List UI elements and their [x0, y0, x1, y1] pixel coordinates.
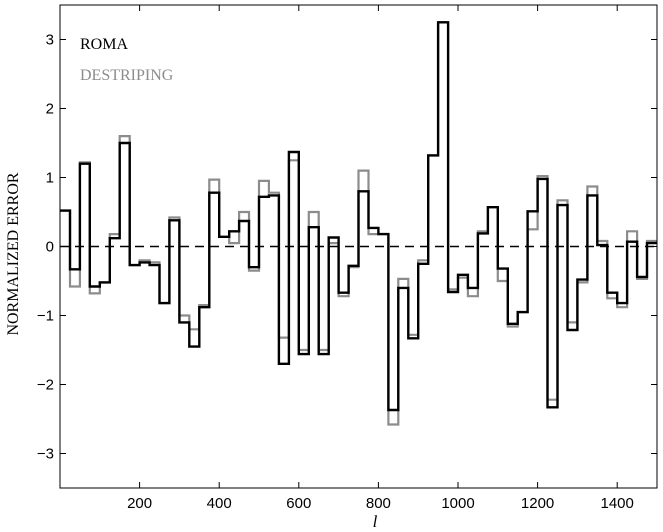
x-tick-label: 800	[366, 495, 391, 512]
y-tick-label: −2	[37, 377, 54, 394]
y-tick-label: 3	[46, 32, 54, 49]
x-tick-label: 400	[207, 495, 232, 512]
y-tick-label: 2	[46, 101, 54, 118]
ticks-layer: 200 400 600 800 1000 1200 1400 −3 −2 −1 0 1 2 3	[37, 5, 657, 512]
x-axis-label: l	[373, 512, 378, 531]
legend-label-destriping: DESTRIPING	[80, 67, 174, 84]
series-line-roma	[60, 21, 657, 412]
legend-label-roma: ROMA	[80, 36, 128, 53]
series-layer	[60, 21, 657, 426]
x-tick-label: 1200	[521, 495, 554, 512]
x-tick-label: 600	[286, 495, 311, 512]
y-tick-label: −1	[37, 308, 54, 325]
y-tick-label: 1	[46, 170, 54, 187]
y-tick-label: 0	[46, 239, 54, 256]
x-tick-label: 1000	[441, 495, 474, 512]
y-tick-label: −3	[37, 446, 54, 463]
x-tick-label: 1400	[601, 495, 634, 512]
x-tick-label: 200	[127, 495, 152, 512]
y-axis-label: NORMALIZED ERROR	[5, 172, 22, 335]
legend: ROMA DESTRIPING	[80, 36, 174, 84]
